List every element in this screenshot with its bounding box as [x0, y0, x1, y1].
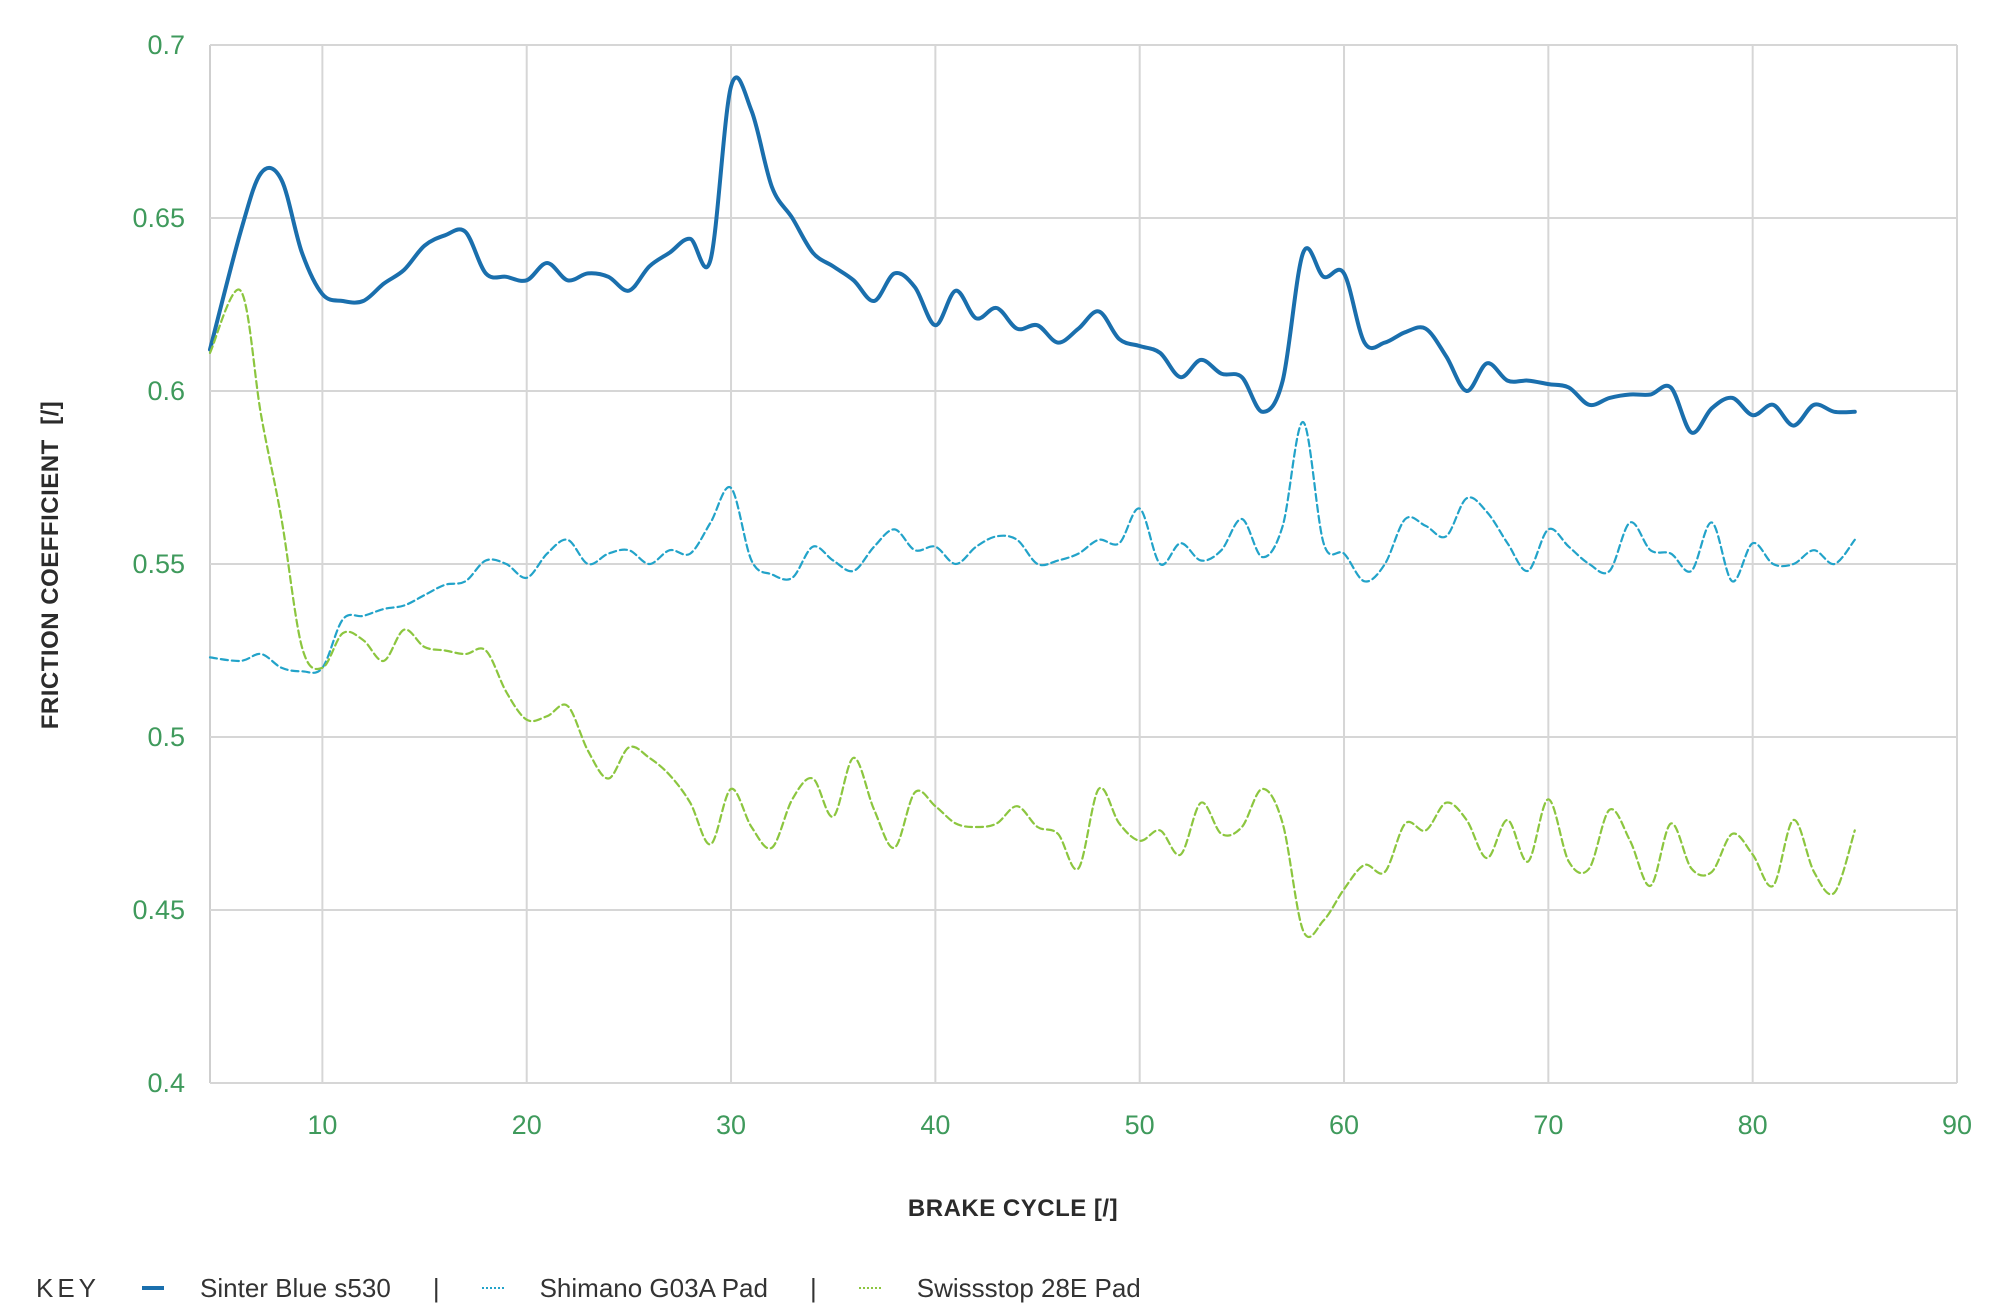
x-axis-title: BRAKE CYCLE [/] [908, 1195, 1118, 1222]
legend-label-swissstop: Swissstop 28E Pad [916, 1272, 1141, 1303]
x-tick-label: 60 [1329, 1110, 1359, 1140]
x-tick-label: 80 [1738, 1110, 1768, 1140]
x-tick-label: 40 [920, 1110, 950, 1140]
y-tick-label: 0.65 [132, 203, 185, 233]
y-axis-title: FRICTION COEFFICIENT [/] [37, 401, 64, 729]
legend-label-shimano: Shimano G03A Pad [539, 1272, 768, 1303]
y-tick-label: 0.7 [147, 30, 185, 60]
x-tick-labels: 10 20 30 40 50 60 70 80 90 [307, 1110, 1972, 1140]
shimano-g03a-line [208, 420, 1856, 674]
legend: KEY Sinter Blue s530 | Shimano G03A Pad … [36, 1268, 1141, 1308]
legend-separator: | [809, 1272, 817, 1303]
legend-swatch-sinter [142, 1286, 165, 1290]
x-tick-label: 30 [716, 1110, 746, 1140]
y-tick-label: 0.4 [147, 1068, 185, 1098]
swissstop-28e-line [208, 288, 1856, 939]
y-tick-label: 0.55 [132, 549, 185, 579]
legend-swatch-swissstop [858, 1287, 881, 1289]
x-tick-label: 20 [512, 1110, 542, 1140]
grid [209, 44, 1958, 1084]
legend-label-sinter: Sinter Blue s530 [200, 1272, 391, 1303]
y-tick-label: 0.6 [147, 376, 185, 406]
y-tick-labels: 0.4 0.45 0.5 0.55 0.6 0.65 0.7 [132, 30, 185, 1098]
legend-swatch-shimano [481, 1287, 504, 1289]
x-tick-label: 10 [307, 1110, 337, 1140]
y-tick-label: 0.45 [132, 895, 185, 925]
x-tick-label: 70 [1533, 1110, 1563, 1140]
legend-separator: | [432, 1272, 440, 1303]
y-tick-label: 0.5 [147, 722, 185, 752]
x-tick-label: 90 [1942, 1110, 1972, 1140]
legend-title: KEY [36, 1272, 101, 1303]
series-lines [208, 75, 1857, 939]
x-tick-label: 50 [1125, 1110, 1155, 1140]
sinter-blue-line [208, 75, 1857, 435]
